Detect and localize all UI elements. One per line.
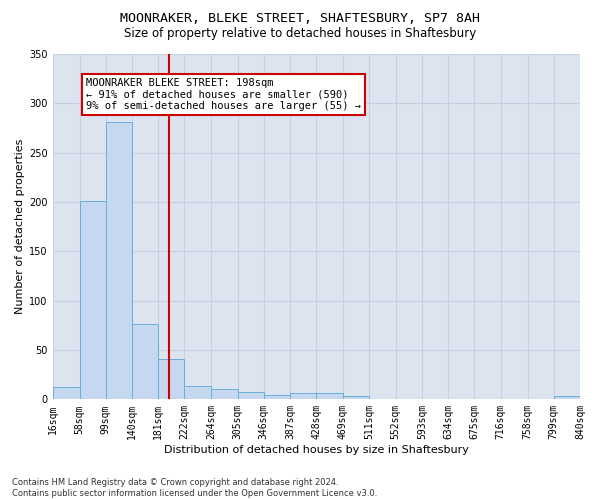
X-axis label: Distribution of detached houses by size in Shaftesbury: Distribution of detached houses by size … [164, 445, 469, 455]
Bar [264, 396, 290, 400]
Bar [290, 394, 316, 400]
Text: MOONRAKER BLEKE STREET: 198sqm
← 91% of detached houses are smaller (590)
9% of : MOONRAKER BLEKE STREET: 198sqm ← 91% of … [86, 78, 361, 111]
Bar [211, 390, 238, 400]
Bar [554, 396, 580, 400]
Bar [343, 396, 370, 400]
Bar [53, 386, 80, 400]
Text: Size of property relative to detached houses in Shaftesbury: Size of property relative to detached ho… [124, 28, 476, 40]
Y-axis label: Number of detached properties: Number of detached properties [15, 139, 25, 314]
Bar [132, 324, 158, 400]
Bar [316, 394, 343, 400]
Text: MOONRAKER, BLEKE STREET, SHAFTESBURY, SP7 8AH: MOONRAKER, BLEKE STREET, SHAFTESBURY, SP… [120, 12, 480, 26]
Bar [158, 359, 184, 400]
Bar [106, 122, 132, 400]
Bar [238, 392, 264, 400]
Bar [184, 386, 211, 400]
Text: Contains HM Land Registry data © Crown copyright and database right 2024.
Contai: Contains HM Land Registry data © Crown c… [12, 478, 377, 498]
Bar [80, 201, 106, 400]
